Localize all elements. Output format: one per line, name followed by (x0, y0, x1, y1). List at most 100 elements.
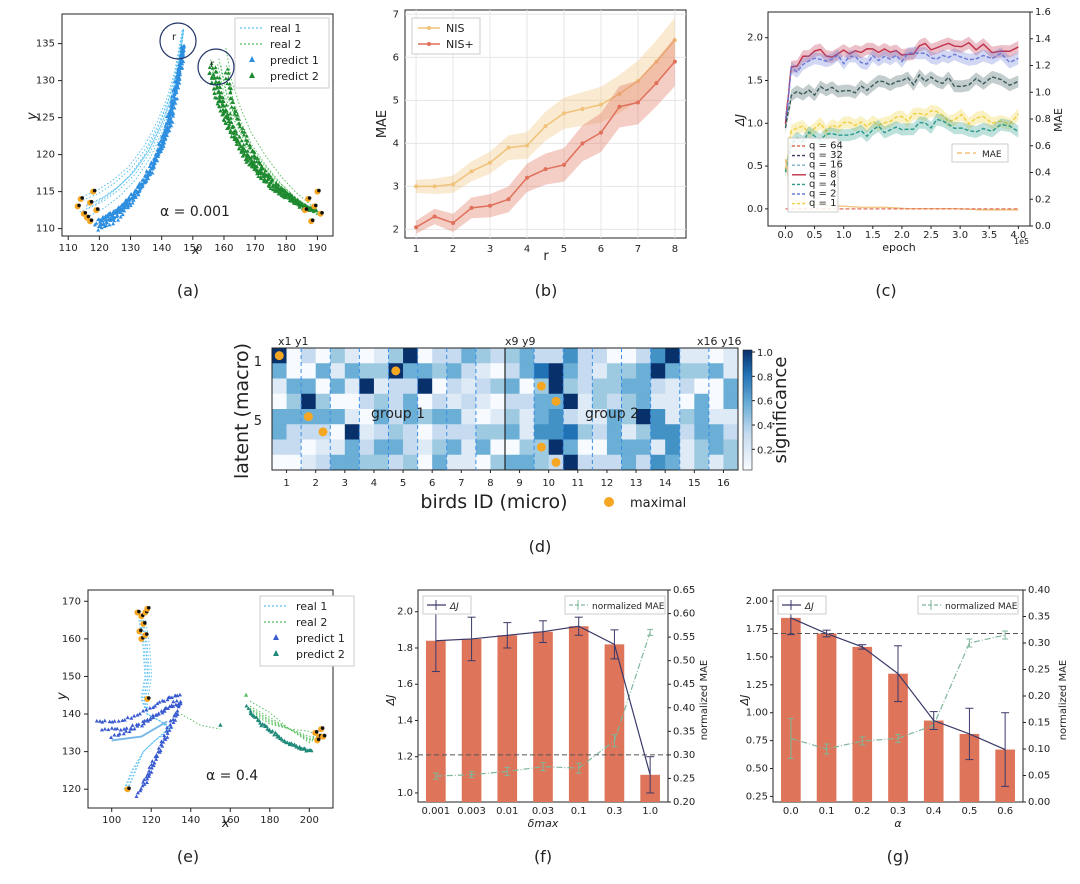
heatmap-cell (621, 409, 637, 425)
trajectory-line (180, 713, 221, 730)
y2-tick-label: 0.40 (673, 703, 695, 714)
heatmap-cell (388, 348, 404, 364)
predicted-point (176, 70, 181, 75)
heatmap-cell (388, 424, 404, 440)
maximal-marker (551, 457, 561, 467)
predicted-point (210, 66, 215, 70)
y2-tick-label: 0.0 (1035, 221, 1051, 232)
heatmap-cell (432, 424, 448, 440)
predicted-point (229, 96, 234, 101)
data-point (635, 100, 640, 105)
heatmap-cell (403, 409, 418, 425)
predicted-point (101, 221, 106, 225)
colorbar-label: significance (770, 357, 791, 464)
predicted-point (167, 110, 172, 114)
series-line (784, 110, 1019, 171)
y2-tick-label: 0.10 (1028, 744, 1050, 755)
predicted-point (151, 715, 156, 720)
x-tick-label: 16 (717, 478, 730, 489)
predicted-point (218, 722, 223, 727)
predicted-point (176, 703, 181, 707)
maximal-marker (536, 442, 546, 452)
predicted-point (131, 198, 136, 202)
predicted-point (260, 165, 265, 170)
predicted-point (117, 731, 122, 736)
predicted-point (139, 786, 144, 791)
x-tick-label: 160 (214, 243, 233, 254)
heatmap-cell (330, 348, 346, 364)
predicted-point (246, 155, 251, 159)
predicted-point (217, 104, 222, 109)
heatmap-cell (446, 348, 462, 364)
bird-marker (92, 188, 97, 193)
predicted-point (100, 719, 105, 724)
y2-tick-label: 0.30 (1028, 638, 1050, 649)
predicted-point (221, 117, 226, 122)
predicted-point (146, 774, 151, 778)
predicted-point (124, 202, 129, 206)
predicted-point (115, 726, 120, 731)
heatmap-cell (723, 409, 739, 425)
x-tick-label: 6 (429, 478, 435, 489)
legend-entry: q = 2 (809, 189, 836, 200)
heatmap-cell (708, 378, 724, 395)
heatmap-cell (344, 424, 360, 440)
predicted-point (239, 148, 244, 153)
bird-marker (307, 196, 312, 200)
heatmap-cell (301, 393, 316, 410)
panel-label: (a) (177, 281, 199, 300)
y-axis-label-right: normalized MAE (699, 660, 710, 741)
predicted-point (111, 221, 116, 226)
predicted-point (311, 207, 316, 212)
data-point (488, 203, 493, 208)
predicted-point (151, 705, 156, 709)
data-point (451, 182, 456, 187)
data-point (561, 111, 566, 116)
predicted-point (254, 168, 259, 173)
y-tick-label: 6 (393, 52, 399, 63)
top-label: x16 y16 (697, 335, 742, 348)
y2-tick-label: 1.6 (1035, 7, 1051, 18)
y2-tick-label: 0.30 (673, 750, 695, 761)
heatmap-cell (606, 393, 622, 410)
confidence-band (785, 68, 1019, 134)
data-point (580, 106, 585, 111)
predicted-point (273, 187, 278, 192)
predicted-point (287, 742, 292, 747)
predicted-point (110, 213, 115, 218)
heatmap-cell (519, 454, 535, 471)
predicted-point (135, 190, 140, 194)
heatmap-cell (621, 393, 637, 410)
predicted-point (270, 729, 275, 733)
trajectory-line (85, 28, 184, 207)
predicted-point (168, 725, 173, 729)
heatmap-cell (592, 454, 608, 471)
panel-label: (d) (529, 537, 552, 556)
predicted-point (142, 782, 147, 786)
heatmap-cell (592, 439, 608, 456)
predicted-point (175, 712, 180, 716)
predicted-point (233, 135, 238, 140)
predicted-point (123, 204, 128, 209)
confidence-band (785, 113, 1019, 179)
data-point (451, 220, 456, 225)
heatmap-cell (403, 454, 418, 471)
heatmap-cell (665, 393, 681, 410)
y2-tick-label: 0.20 (1028, 691, 1050, 702)
predicted-point (268, 186, 273, 190)
predicted-point (97, 719, 102, 723)
heatmap-cell (272, 424, 287, 440)
heatmap-cell (577, 348, 593, 364)
predicted-point (94, 718, 99, 723)
y-tick-label: 4 (393, 138, 399, 149)
predicted-point (141, 721, 146, 726)
predicted-point (120, 212, 125, 217)
data-point (580, 141, 585, 146)
predicted-point (153, 713, 158, 717)
predicted-point (262, 179, 267, 184)
predicted-point (178, 61, 183, 66)
y2-tick-label: 0.25 (1028, 665, 1050, 676)
x-tick-label: 6 (598, 244, 604, 255)
predicted-point (154, 757, 159, 761)
